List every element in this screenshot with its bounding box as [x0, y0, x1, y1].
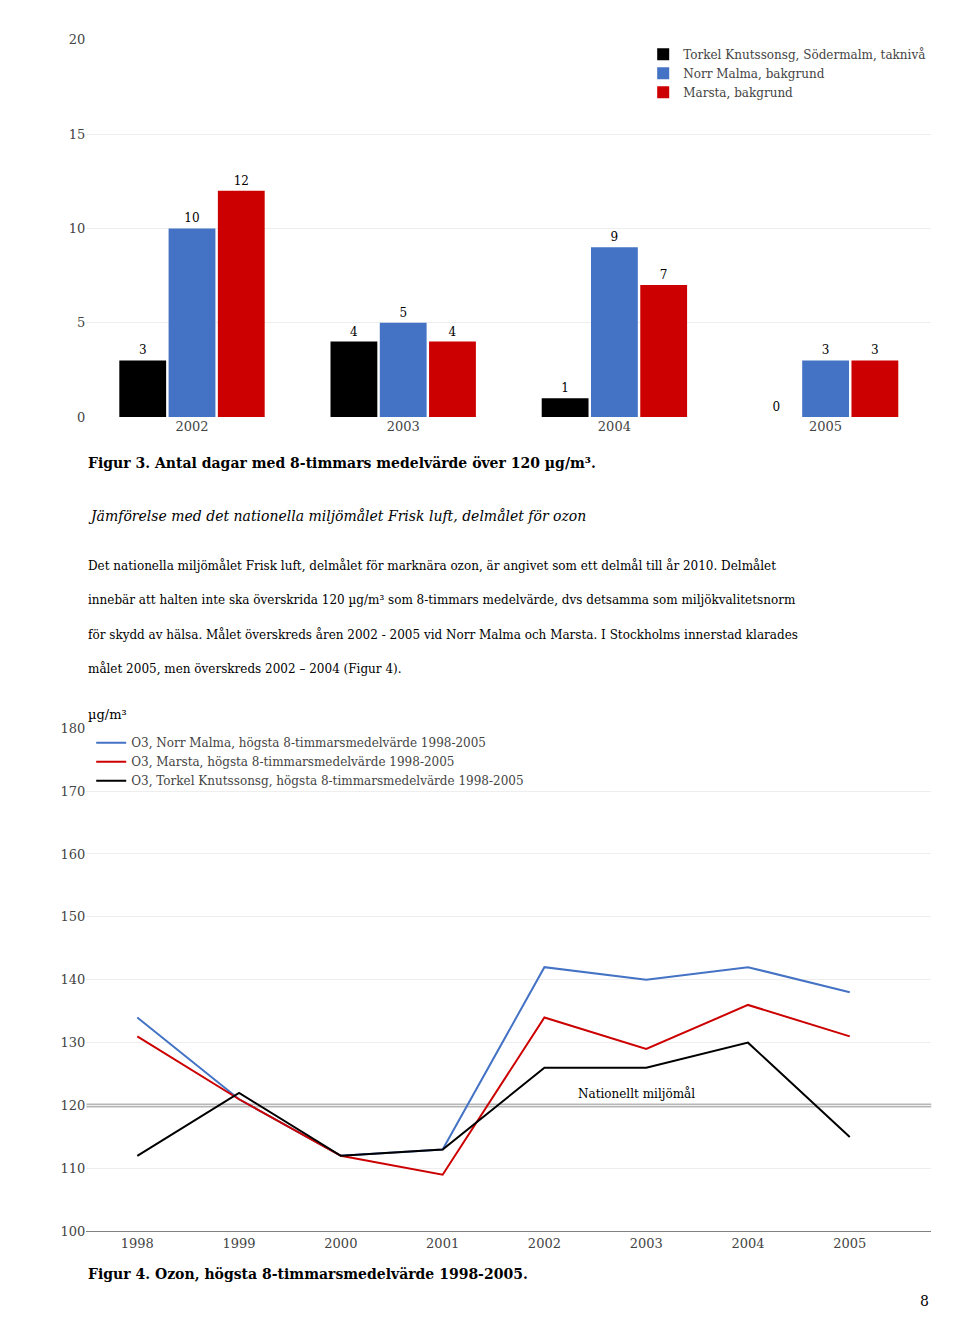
svg-text:10: 10 — [184, 211, 199, 225]
svg-text:4: 4 — [448, 325, 456, 339]
svg-text:10: 10 — [69, 221, 86, 236]
svg-text:2000: 2000 — [324, 1236, 357, 1251]
svg-text:170: 170 — [61, 784, 86, 799]
svg-text:Figur 3. Antal dagar med 8-tim: Figur 3. Antal dagar med 8-timmars medel… — [88, 455, 596, 471]
svg-text:0: 0 — [772, 400, 780, 414]
svg-text:Torkel Knutssonsg, Södermalm,: Torkel Knutssonsg, Södermalm, taknivå — [683, 47, 925, 62]
svg-text:µg/m³: µg/m³ — [88, 707, 127, 722]
svg-text:3: 3 — [822, 343, 830, 357]
svg-text:målet 2005, men överskreds 200: målet 2005, men överskreds 2002 – 2004 (… — [88, 661, 402, 676]
svg-text:15: 15 — [69, 127, 86, 142]
svg-text:Norr Malma, bakgrund: Norr Malma, bakgrund — [683, 67, 824, 81]
svg-text:2005: 2005 — [809, 419, 842, 434]
svg-text:Marsta, bakgrund: Marsta, bakgrund — [683, 86, 793, 100]
svg-text:för skydd av hälsa. Målet över: för skydd av hälsa. Målet överskreds åre… — [88, 627, 798, 642]
svg-text:0: 0 — [77, 410, 85, 425]
svg-text:1: 1 — [561, 381, 569, 395]
svg-text:O3, Marsta, högsta 8-timmarsme: O3, Marsta, högsta 8-timmarsmedelvärde 1… — [131, 755, 454, 769]
svg-text:100: 100 — [61, 1224, 86, 1239]
svg-text:Figur 4. Ozon, högsta 8-timmar: Figur 4. Ozon, högsta 8-timmarsmedelvärd… — [88, 1266, 528, 1282]
svg-text:110: 110 — [61, 1161, 86, 1176]
svg-text:Nationellt miljömål: Nationellt miljömål — [578, 1086, 695, 1101]
svg-text:2003: 2003 — [630, 1236, 663, 1251]
svg-text:9: 9 — [611, 230, 619, 244]
svg-text:2001: 2001 — [426, 1236, 459, 1251]
svg-text:O3, Torkel Knutssonsg, högsta: O3, Torkel Knutssonsg, högsta 8-timmarsm… — [131, 774, 523, 788]
svg-text:1999: 1999 — [223, 1236, 256, 1251]
svg-text:180: 180 — [61, 721, 86, 736]
svg-text:3: 3 — [139, 343, 147, 357]
svg-text:O3, Norr Malma, högsta 8-timma: O3, Norr Malma, högsta 8-timmarsmedelvär… — [131, 736, 486, 750]
svg-text:5: 5 — [399, 306, 407, 320]
svg-text:12: 12 — [234, 174, 249, 188]
svg-text:130: 130 — [61, 1035, 86, 1050]
svg-text:2003: 2003 — [387, 419, 420, 434]
svg-text:2004: 2004 — [598, 419, 631, 434]
svg-text:20: 20 — [69, 32, 86, 47]
svg-text:160: 160 — [61, 847, 86, 862]
svg-text:5: 5 — [77, 315, 85, 330]
svg-text:1998: 1998 — [121, 1236, 154, 1251]
svg-text:2002: 2002 — [528, 1236, 561, 1251]
svg-text:2002: 2002 — [175, 419, 208, 434]
svg-text:2004: 2004 — [731, 1236, 764, 1251]
svg-text:140: 140 — [61, 972, 86, 987]
svg-text:2005: 2005 — [833, 1236, 866, 1251]
svg-text:innebär att halten inte ska öv: innebär att halten inte ska överskrida 1… — [88, 593, 796, 607]
svg-text:120: 120 — [61, 1098, 86, 1113]
svg-text:150: 150 — [61, 909, 86, 924]
svg-text:4: 4 — [350, 325, 358, 339]
svg-text:8: 8 — [920, 1293, 929, 1309]
svg-text:7: 7 — [660, 268, 668, 282]
svg-text:Jämförelse med det nationella: Jämförelse med det nationella miljömålet… — [88, 508, 586, 524]
svg-text:3: 3 — [871, 343, 879, 357]
svg-text:Det nationella miljömålet Fris: Det nationella miljömålet Frisk luft, de… — [88, 558, 776, 573]
